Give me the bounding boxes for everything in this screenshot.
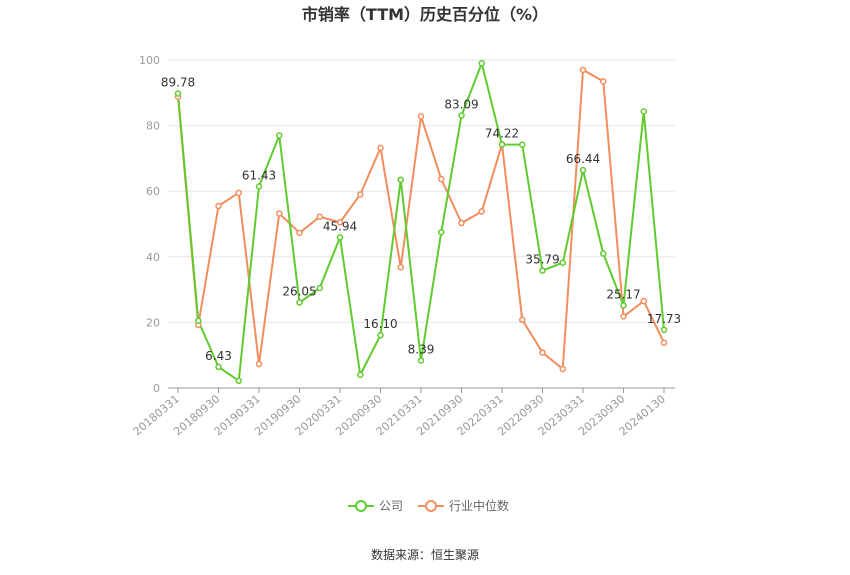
series-points — [174, 60, 668, 385]
data-point[interactable] — [620, 302, 627, 309]
data-label: 8.39 — [408, 342, 435, 356]
data-point[interactable] — [336, 219, 344, 226]
data-label: 89.78 — [161, 76, 195, 90]
data-point[interactable] — [235, 189, 242, 197]
data-point[interactable] — [640, 108, 647, 115]
chart-title: 市销率（TTM）历史百分位（%） — [302, 5, 548, 24]
legend-item-0[interactable]: 公司 — [348, 499, 403, 513]
data-label: 25.17 — [606, 287, 640, 301]
data-point[interactable] — [600, 78, 607, 85]
gridlines — [168, 59, 675, 323]
data-label: 74.22 — [485, 127, 519, 141]
data-point[interactable] — [620, 313, 627, 320]
data-point[interactable] — [377, 144, 384, 152]
series-lines — [177, 59, 665, 383]
data-point[interactable] — [438, 228, 445, 236]
data-point[interactable] — [458, 112, 465, 119]
series-line-0 — [177, 59, 665, 383]
data-point[interactable] — [377, 331, 384, 339]
data-point[interactable] — [316, 213, 323, 221]
data-point[interactable] — [559, 259, 566, 266]
data-label: 26.05 — [282, 285, 316, 299]
data-point[interactable] — [296, 229, 303, 237]
legend-label: 公司 — [379, 499, 403, 513]
data-point[interactable] — [660, 326, 668, 334]
y-axis: 0 20 40 60 80 100 — [139, 54, 160, 395]
data-point[interactable] — [357, 371, 364, 379]
data-point[interactable] — [336, 234, 344, 241]
data-point[interactable] — [215, 363, 222, 371]
data-point[interactable] — [357, 191, 364, 198]
x-axis: 2018033120180930201903312019093020200331… — [131, 387, 675, 438]
data-point[interactable] — [539, 267, 546, 274]
data-point[interactable] — [600, 250, 607, 257]
data-point[interactable] — [478, 208, 485, 215]
data-label: 17.73 — [647, 312, 681, 326]
y-tick-label: 100 — [139, 54, 160, 67]
y-tick-label: 40 — [146, 251, 160, 264]
data-point[interactable] — [397, 176, 404, 183]
legend-marker — [355, 500, 367, 512]
data-point[interactable] — [519, 316, 526, 324]
data-point[interactable] — [255, 360, 263, 368]
legend-label: 行业中位数 — [449, 498, 509, 513]
source-note: 数据来源：恒生聚源 — [371, 547, 479, 562]
legend[interactable]: 公司 行业中位数 — [348, 498, 509, 513]
data-label: 35.79 — [525, 253, 559, 267]
data-point[interactable] — [215, 202, 222, 210]
y-tick-label: 20 — [146, 316, 160, 329]
data-point[interactable] — [417, 357, 425, 364]
data-label: 16.10 — [363, 317, 397, 331]
data-point[interactable] — [174, 90, 182, 97]
data-label: 6.43 — [205, 349, 232, 363]
data-point[interactable] — [316, 284, 323, 292]
legend-item-1[interactable]: 行业中位数 — [418, 498, 509, 513]
data-point[interactable] — [640, 297, 647, 305]
data-point[interactable] — [458, 219, 465, 227]
data-point[interactable] — [579, 166, 587, 174]
y-tick-label: 80 — [146, 120, 160, 133]
data-label: 45.94 — [323, 219, 357, 233]
data-point[interactable] — [276, 210, 283, 217]
data-label: 61.43 — [242, 169, 276, 183]
y-tick-label: 60 — [146, 185, 160, 198]
data-point[interactable] — [276, 132, 283, 139]
data-point[interactable] — [296, 299, 303, 306]
data-point[interactable] — [579, 66, 587, 74]
data-point[interactable] — [255, 183, 263, 190]
data-point[interactable] — [478, 60, 485, 67]
data-point[interactable] — [539, 349, 546, 356]
data-point[interactable] — [417, 113, 425, 120]
data-point[interactable] — [660, 339, 668, 346]
data-label: 66.44 — [566, 152, 600, 166]
data-point[interactable] — [498, 141, 506, 148]
y-tick-label: 0 — [153, 382, 160, 395]
data-point[interactable] — [559, 365, 566, 373]
legend-marker — [425, 500, 437, 512]
data-point[interactable] — [235, 377, 242, 385]
data-point[interactable] — [438, 175, 445, 183]
data-labels: 89.78 6.43 61.43 26.05 45.94 16.10 8.39 83.09 74… — [161, 76, 681, 363]
data-label: 83.09 — [444, 97, 478, 111]
data-point[interactable] — [195, 317, 202, 325]
data-point[interactable] — [397, 264, 404, 271]
data-point[interactable] — [519, 141, 526, 148]
